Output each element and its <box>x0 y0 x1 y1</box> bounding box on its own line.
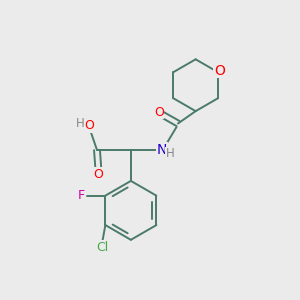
Text: O: O <box>214 64 225 78</box>
Text: O: O <box>94 168 103 181</box>
Text: O: O <box>154 106 164 119</box>
Text: F: F <box>78 189 85 202</box>
Text: O: O <box>85 119 94 132</box>
Text: Cl: Cl <box>96 241 109 254</box>
Text: N: N <box>157 143 167 157</box>
Text: H: H <box>76 117 85 130</box>
Text: H: H <box>166 147 174 160</box>
